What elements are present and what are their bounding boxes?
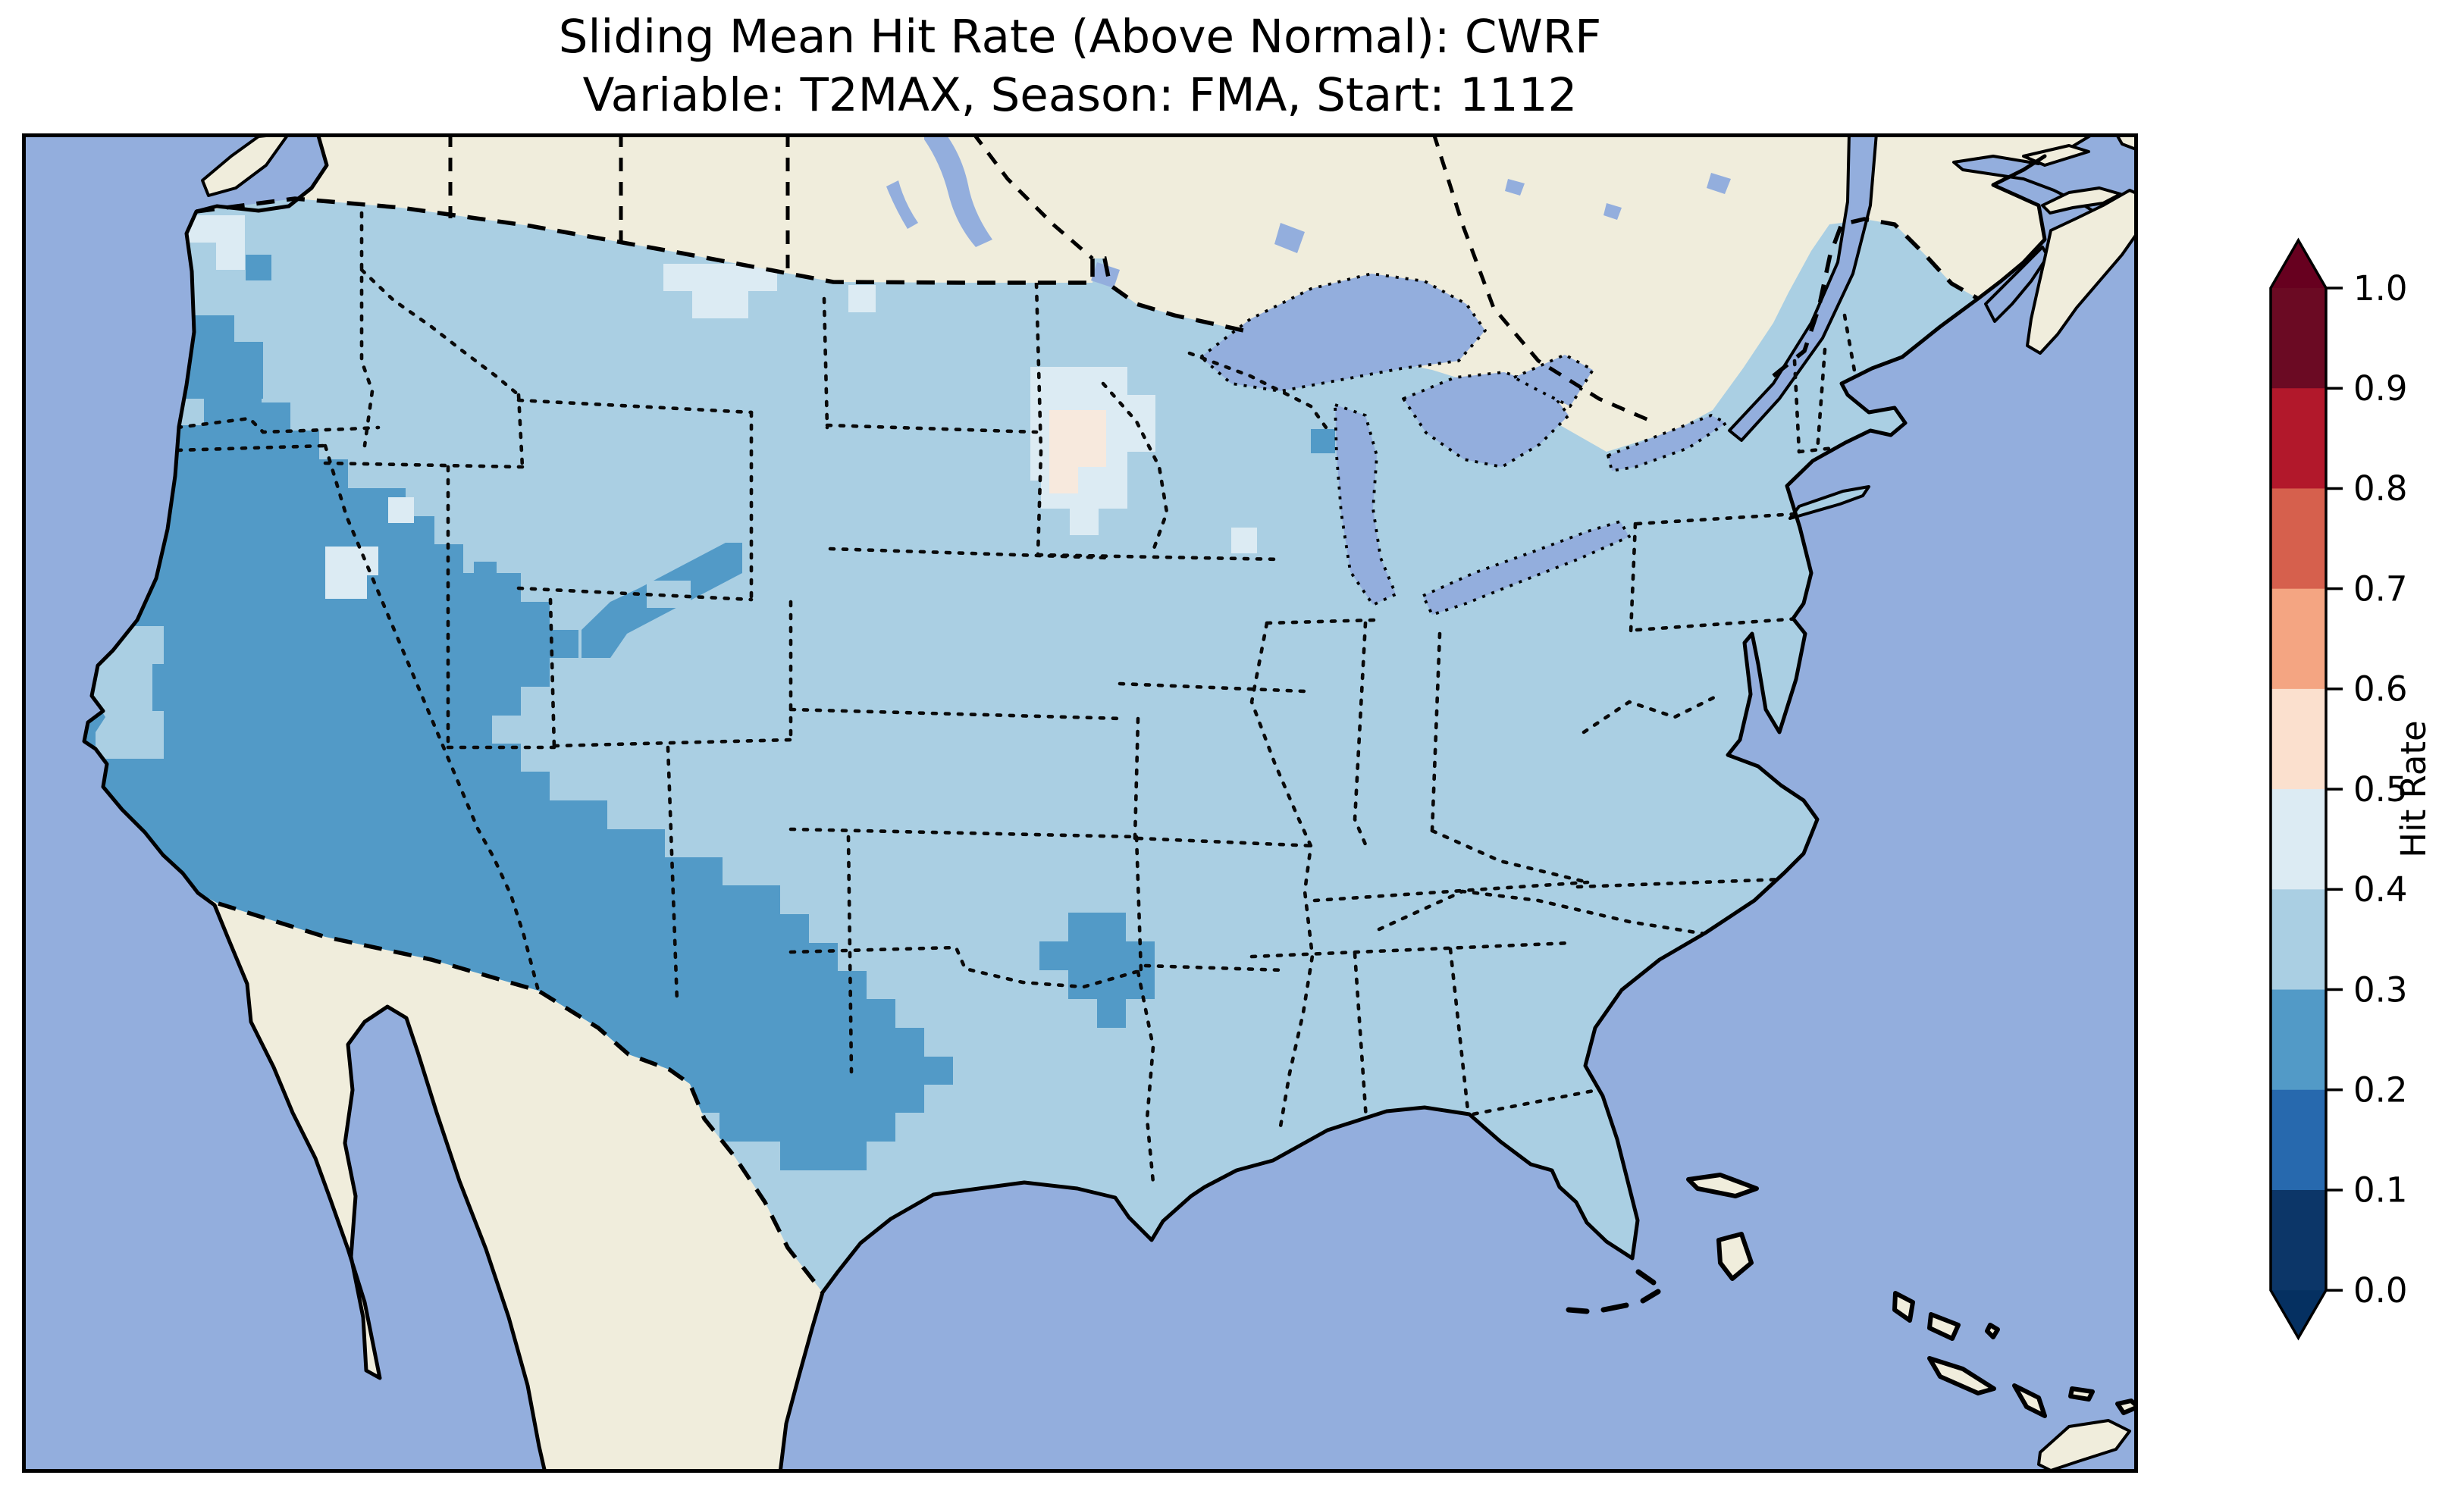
us-canada-border <box>196 196 1251 334</box>
colorbar-bin-0.6-0.7 <box>2271 588 2326 690</box>
lake-manitoba <box>886 180 918 229</box>
colorbar-tick-label: 0.1 <box>2353 1170 2408 1211</box>
lake-ontario <box>1607 414 1728 472</box>
vancouver-island <box>201 133 290 197</box>
colorbar-bin-0.8-0.9 <box>2271 388 2326 490</box>
lake-erie <box>1422 520 1631 616</box>
lake-nipigon <box>1274 223 1305 253</box>
hit-rate-cell-salt-lake <box>388 497 414 523</box>
title-line-2: Variable: T2MAX, Season: FMA, Start: 111… <box>582 68 1578 122</box>
coastline <box>82 133 2047 1473</box>
colorbar-bin-0.5-0.6 <box>2271 688 2326 790</box>
us-hit-rate-map <box>22 133 2138 1473</box>
colorbar-bin-0.3-0.4 <box>2271 889 2326 991</box>
colorbar-bin-0.0-0.1 <box>2271 1189 2326 1291</box>
colorbar-tick-label: 0.3 <box>2353 969 2408 1010</box>
us-mexico-border <box>218 901 825 1294</box>
hit-rate-hole-colorado <box>647 581 691 608</box>
hit-rate-cell-dakota-border <box>848 285 876 312</box>
lake-winnipeg <box>924 133 992 247</box>
colorbar-tick-label: 0.8 <box>2353 468 2408 509</box>
gulf-atlantic-coast <box>778 154 2047 1473</box>
hit-rate-cell-wisconsin <box>1311 429 1335 453</box>
cuba <box>2037 1419 2131 1472</box>
colorbar-tick-label: 0.4 <box>2353 869 2408 910</box>
quebec-lake-2 <box>1603 203 1622 220</box>
colorbar-tick-label: 1.0 <box>2353 268 2408 309</box>
colorbar-tick-label: 0.7 <box>2353 568 2408 609</box>
colorbar-bins <box>2271 288 2326 1291</box>
hit-rate-patch-puget <box>187 215 245 270</box>
hit-rate-patch-montana-border <box>663 264 777 318</box>
pacific-mexico-coast <box>82 133 547 1473</box>
colorbar-tick-label: 0.5 <box>2353 769 2408 810</box>
colorbar-bin-0.2-0.3 <box>2271 989 2326 1091</box>
newfoundland-corner <box>2114 133 2138 152</box>
colorbar-bin-0.7-0.8 <box>2271 488 2326 590</box>
georgian-bay <box>1513 353 1594 408</box>
figure-title: Sliding Mean Hit Rate (Above Normal): CW… <box>22 8 2138 124</box>
lake-michigan <box>1334 403 1397 606</box>
colorbar-bin-0.9-1.0 <box>2271 288 2326 390</box>
hit-rate-cell-utah-2 <box>474 562 497 584</box>
florida-keys <box>1566 1269 1661 1314</box>
great-lakes <box>1199 272 1728 616</box>
bahamas-islands <box>1566 1173 2138 1472</box>
lake-of-the-woods <box>1091 262 1120 288</box>
map-frame <box>22 133 2138 1473</box>
title-line-1: Sliding Mean Hit Rate (Above Normal): CW… <box>558 10 1602 64</box>
hit-rate-patch-southwest-block <box>84 376 953 1170</box>
colorbar-bin-0.1-0.2 <box>2271 1089 2326 1191</box>
us-canada-border-east <box>1772 217 1980 378</box>
lake-huron <box>1402 371 1570 468</box>
colorbar-bin-0.4-0.5 <box>2271 789 2326 891</box>
province-borders <box>448 133 1653 424</box>
long-island <box>1788 485 1870 520</box>
colorbar-tick-label: 0.9 <box>2353 368 2408 409</box>
colorbar-extend-above-arrow <box>2271 240 2326 288</box>
colorbar-extend-below-arrow <box>2271 1290 2326 1338</box>
hit-rate-cell-east-washington <box>246 255 271 280</box>
colorbar: 1.0 0.9 0.8 0.7 0.6 0.5 0.4 0.3 0.2 0.1 0.0 Hit Ra… <box>2269 237 2434 1341</box>
lake-superior <box>1199 272 1487 393</box>
hit-rate-hole-central-california <box>93 626 164 759</box>
country-borders <box>196 196 1980 1294</box>
state-borders <box>175 211 1886 1185</box>
colorbar-tick-label: 0.0 <box>2353 1270 2408 1311</box>
colorbar-axis-label: Hit Rate <box>2393 720 2434 857</box>
ontario-lake-small <box>1505 179 1525 196</box>
colorbar-ticks: 1.0 0.9 0.8 0.7 0.6 0.5 0.4 0.3 0.2 0.1 0.0 <box>2326 268 2408 1311</box>
hit-rate-core-minnesota <box>1049 410 1106 493</box>
hit-rate-cell-wisconsin-pale <box>1231 528 1257 553</box>
colorbar-tick-label: 0.6 <box>2353 669 2408 709</box>
hit-rate-patch-east-texas <box>1039 913 1155 1028</box>
quebec-lake-1 <box>1707 173 1731 194</box>
st-lawrence-river <box>1728 133 1878 442</box>
canada-lakes <box>886 133 1731 288</box>
colorbar-tick-label: 0.2 <box>2353 1070 2408 1110</box>
nova-scotia <box>2026 189 2138 355</box>
prince-edward-island <box>2041 186 2122 215</box>
